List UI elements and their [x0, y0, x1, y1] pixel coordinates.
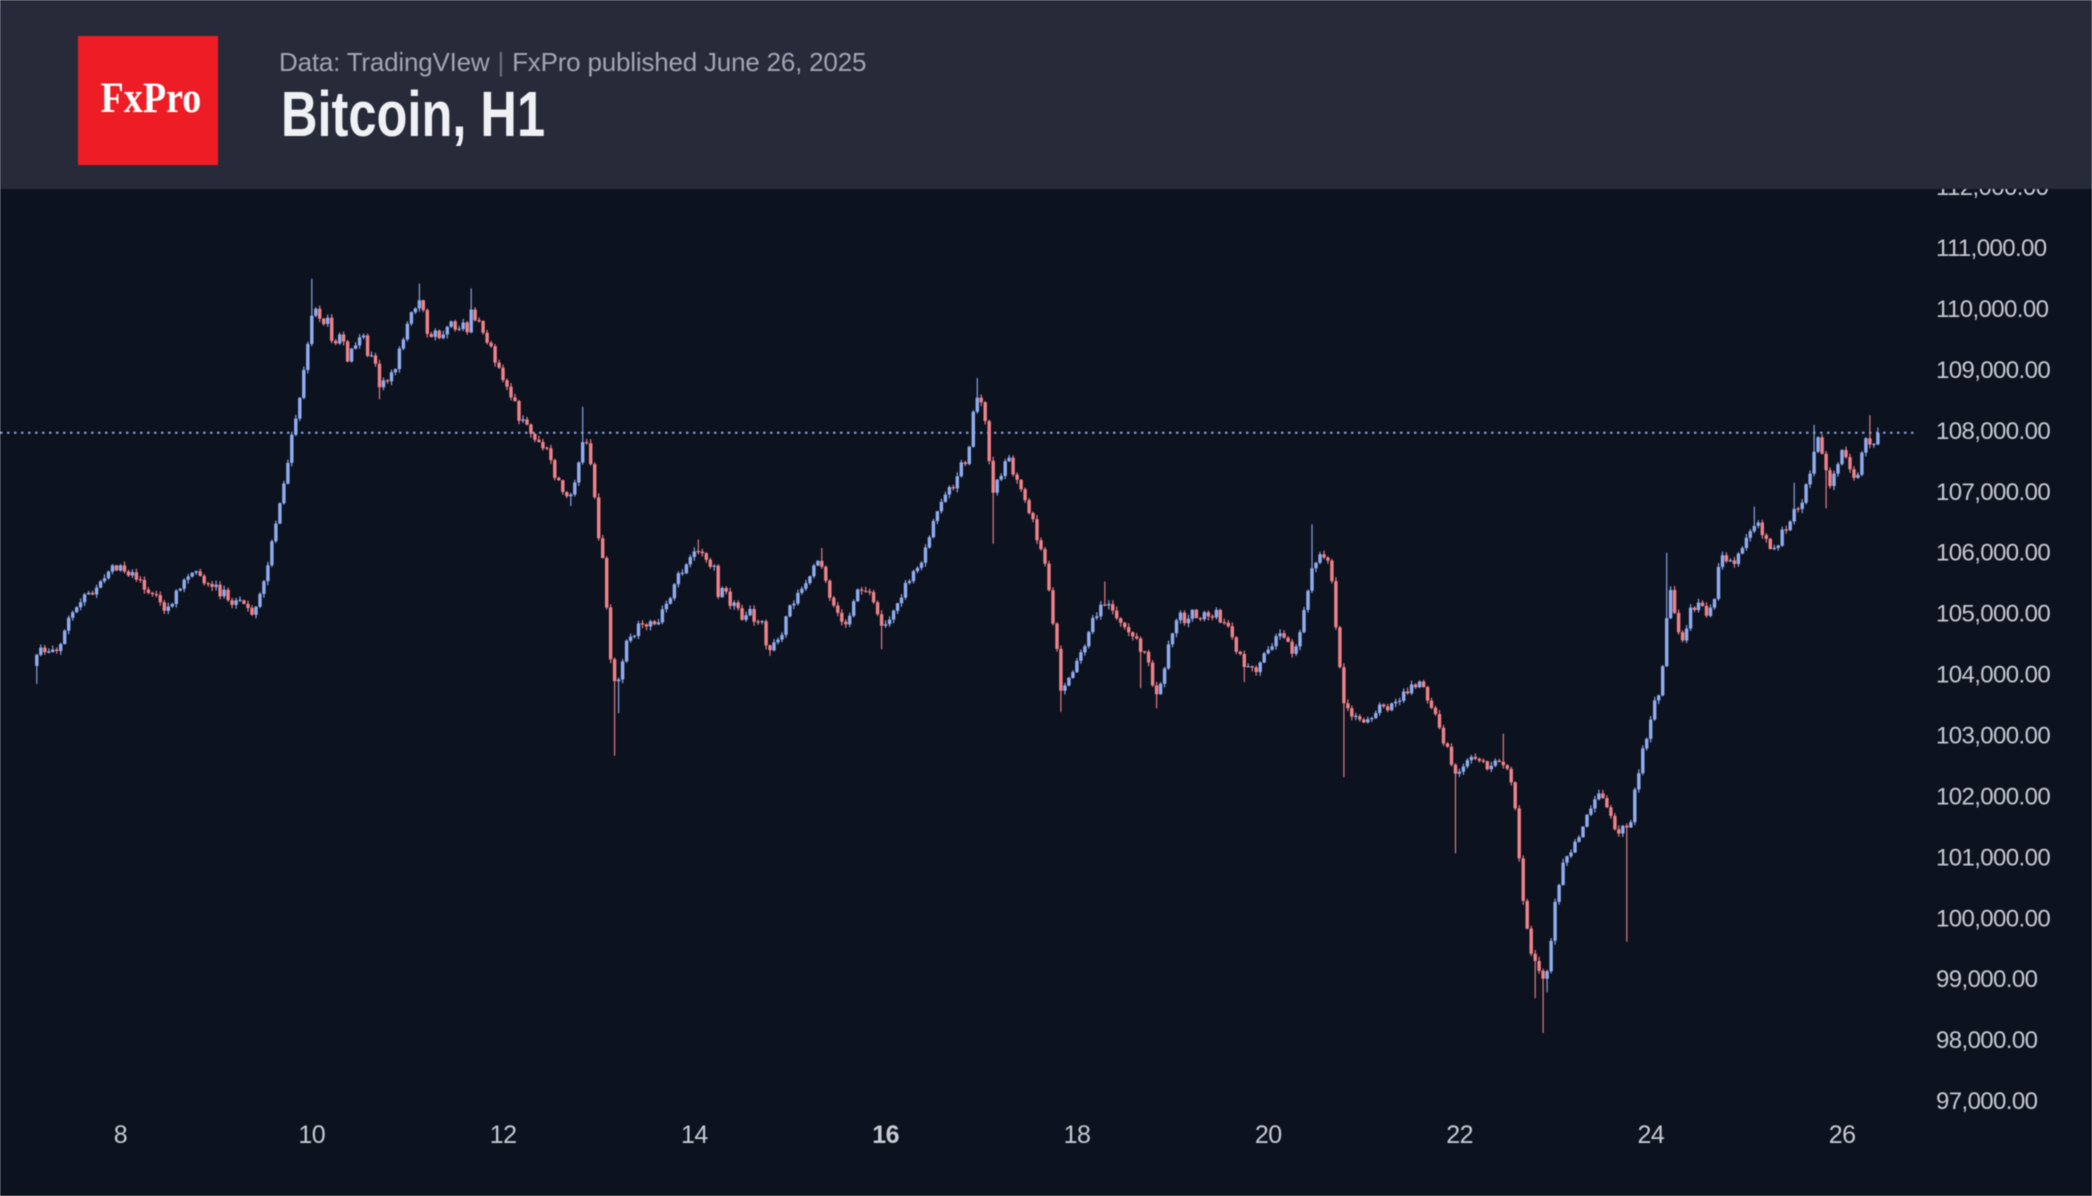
svg-text:105,000.00: 105,000.00	[1936, 601, 2050, 628]
svg-text:8: 8	[114, 1121, 127, 1149]
svg-text:97,000.00: 97,000.00	[1936, 1088, 2038, 1115]
svg-text:102,000.00: 102,000.00	[1936, 783, 2050, 810]
svg-text:107,000.00: 107,000.00	[1936, 479, 2050, 506]
svg-text:99,000.00: 99,000.00	[1936, 966, 2038, 993]
svg-text:22: 22	[1446, 1121, 1473, 1149]
svg-text:24: 24	[1637, 1121, 1664, 1149]
svg-text:12: 12	[490, 1121, 517, 1149]
svg-text:100,000.00: 100,000.00	[1936, 905, 2050, 932]
svg-text:20: 20	[1255, 1121, 1282, 1149]
svg-text:111,000.00: 111,000.00	[1936, 235, 2047, 262]
svg-text:104,000.00: 104,000.00	[1936, 662, 2050, 689]
svg-text:109,000.00: 109,000.00	[1936, 357, 2050, 384]
svg-text:98,000.00: 98,000.00	[1936, 1027, 2038, 1054]
svg-text:101,000.00: 101,000.00	[1936, 844, 2050, 871]
svg-text:10: 10	[298, 1121, 325, 1149]
svg-text:110,000.00: 110,000.00	[1936, 296, 2049, 323]
svg-text:108,000.00: 108,000.00	[1936, 418, 2050, 445]
svg-text:103,000.00: 103,000.00	[1936, 723, 2050, 750]
svg-text:106,000.00: 106,000.00	[1936, 540, 2050, 567]
svg-text:18: 18	[1064, 1121, 1091, 1149]
svg-text:14: 14	[681, 1121, 708, 1149]
svg-text:16: 16	[872, 1121, 899, 1149]
svg-text:26: 26	[1829, 1121, 1856, 1149]
